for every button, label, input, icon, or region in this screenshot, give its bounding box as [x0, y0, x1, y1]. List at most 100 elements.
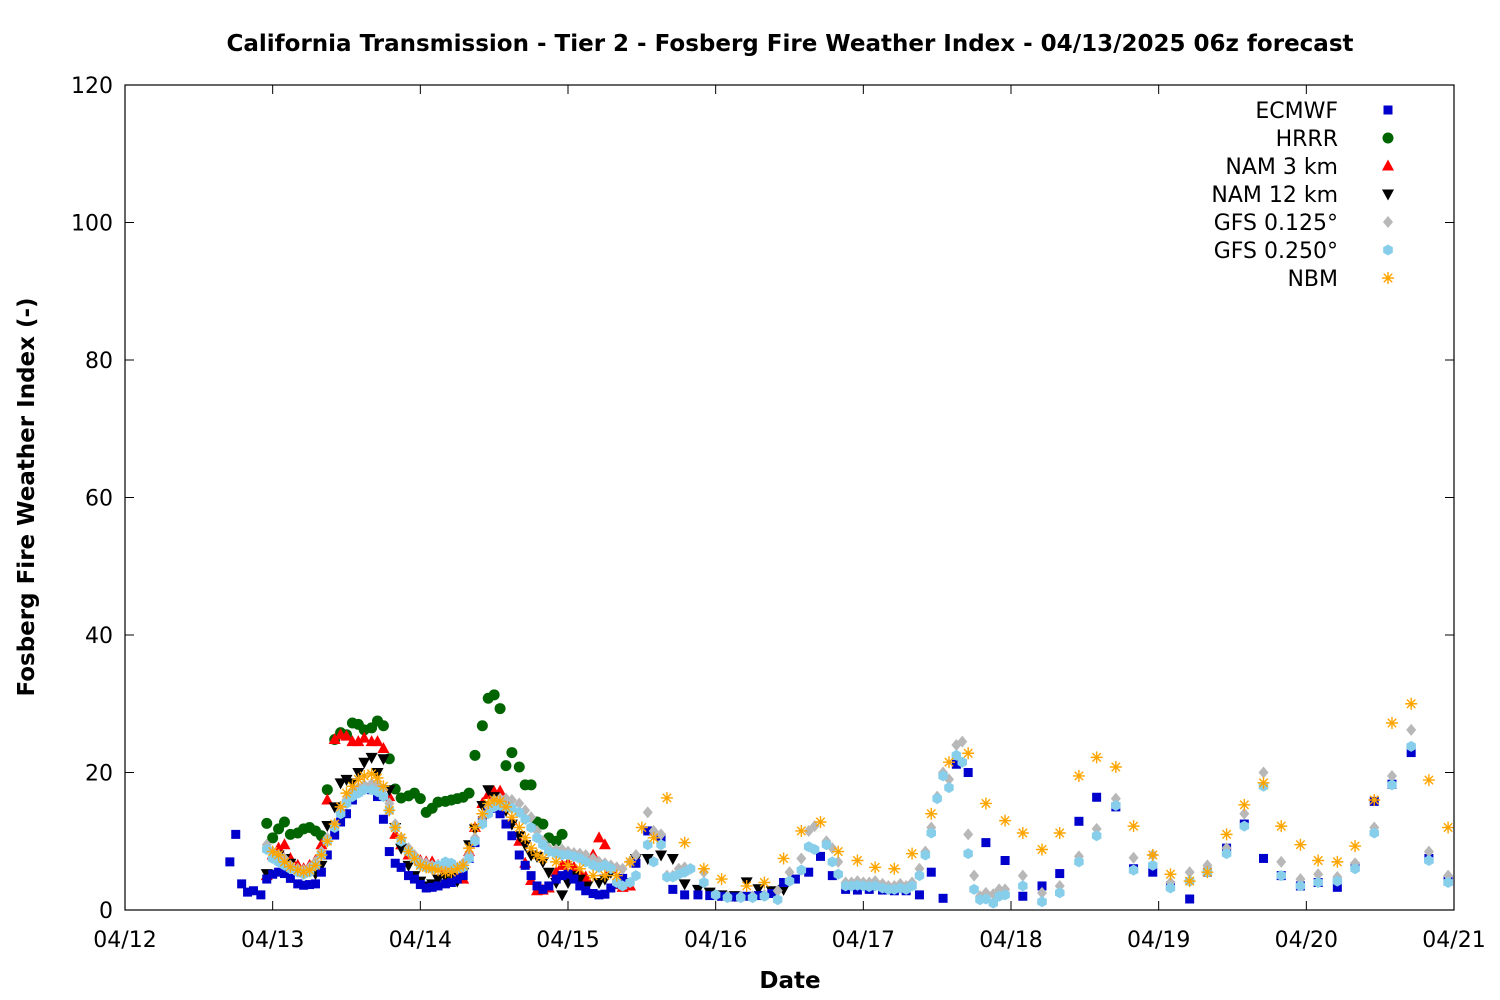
legend-marker: [1383, 216, 1393, 228]
data-point: [514, 806, 524, 818]
data-point: [525, 842, 538, 855]
legend-label: GFS 0.250°: [1214, 239, 1338, 264]
data-point: [1185, 894, 1195, 904]
data-point: [767, 889, 777, 898]
data-point: [1313, 868, 1324, 881]
data-point: [389, 821, 402, 834]
data-point: [261, 817, 273, 829]
y-axis-label: Fosberg Fire Weather Index (-): [14, 297, 40, 696]
data-point: [309, 859, 322, 872]
data-point: [587, 869, 600, 882]
data-point: [777, 852, 790, 865]
data-point: [962, 747, 975, 760]
data-point: [262, 874, 272, 884]
data-point: [610, 869, 623, 882]
data-point: [274, 867, 284, 877]
data-point: [231, 829, 241, 839]
y-tick-label: 60: [85, 487, 113, 512]
data-point: [1368, 794, 1381, 806]
data-point: [299, 880, 309, 890]
data-point: [544, 881, 554, 891]
data-point: [488, 689, 500, 701]
data-point: [779, 878, 789, 887]
data-point: [378, 814, 388, 824]
data-point: [606, 883, 616, 893]
data-point: [536, 852, 549, 865]
data-point: [451, 862, 464, 875]
data-point: [551, 874, 561, 884]
data-point: [1072, 769, 1085, 782]
data-point: [499, 800, 512, 813]
data-point: [519, 831, 532, 844]
data-point: [1148, 867, 1158, 877]
data-point: [832, 845, 845, 858]
data-point: [643, 826, 653, 836]
data-point: [1442, 821, 1455, 834]
data-point: [432, 874, 445, 886]
y-tick-label: 80: [85, 349, 113, 374]
legend-label: HRRR: [1276, 127, 1338, 152]
data-point: [569, 874, 579, 884]
data-point: [1164, 868, 1177, 881]
data-point: [272, 849, 285, 861]
data-point: [426, 862, 439, 875]
data-point: [321, 793, 334, 805]
data-point: [660, 791, 673, 804]
data-point: [759, 890, 770, 902]
data-point: [951, 759, 961, 769]
data-point: [519, 840, 532, 852]
data-point: [415, 880, 425, 890]
data-point: [563, 869, 573, 879]
data-point: [809, 820, 820, 833]
legend-label: NBM: [1287, 267, 1338, 292]
data-point: [736, 892, 746, 904]
data-point: [340, 774, 353, 786]
data-point: [588, 889, 598, 898]
x-tick-label: 04/13: [241, 928, 304, 953]
data-point: [1055, 869, 1065, 879]
data-point: [537, 818, 549, 830]
data-point: [334, 778, 347, 790]
data-point: [321, 784, 333, 796]
data-point: [1406, 748, 1416, 758]
data-point: [656, 839, 666, 851]
data-point: [575, 881, 585, 891]
data-point: [358, 731, 371, 743]
data-point: [772, 894, 783, 906]
data-point: [463, 787, 475, 799]
data-point: [678, 836, 691, 849]
series-nbm: [266, 697, 1455, 892]
data-point: [513, 761, 525, 773]
data-point: [693, 890, 703, 900]
data-point: [334, 800, 347, 813]
y-tick-label: 20: [85, 762, 113, 787]
data-point: [1184, 866, 1195, 879]
tick-labels: 0 20 40 60 80 100 120 04/12 04/13 04/14 04/15 04/16…: [71, 74, 1486, 953]
data-point: [600, 889, 610, 899]
data-point: [804, 867, 814, 877]
data-point: [1276, 870, 1286, 882]
data-point: [248, 886, 258, 896]
data-point: [666, 853, 679, 865]
data-point: [256, 890, 266, 900]
data-point: [1111, 800, 1121, 811]
data-point: [237, 879, 247, 889]
data-point: [772, 884, 783, 897]
data-point: [225, 857, 235, 867]
data-point: [396, 862, 406, 872]
data-point: [514, 850, 524, 860]
data-point: [907, 880, 917, 892]
data-point: [457, 859, 470, 872]
data-point: [870, 880, 880, 892]
data-point: [315, 849, 328, 861]
data-point: [377, 780, 390, 793]
data-point: [581, 886, 591, 896]
data-point: [377, 720, 389, 732]
data-point: [758, 876, 771, 889]
data-point: [520, 813, 530, 825]
data-point: [814, 816, 827, 828]
data-point: [305, 880, 315, 890]
data-point: [383, 804, 396, 817]
data-point: [542, 867, 555, 879]
